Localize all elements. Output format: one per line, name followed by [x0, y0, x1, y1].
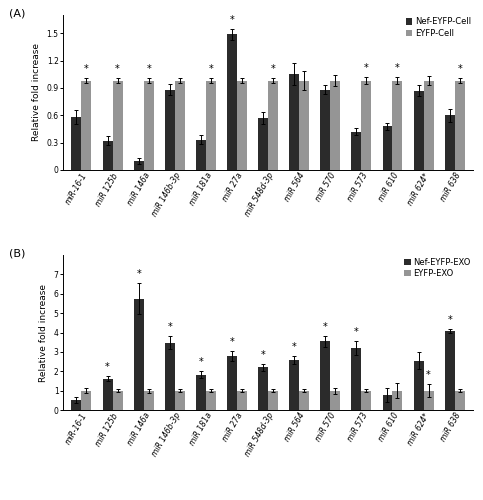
Text: *: *	[270, 64, 275, 74]
Bar	[361, 80, 371, 170]
Bar	[320, 90, 330, 170]
Bar	[445, 330, 455, 410]
Legend: Nef-EYFP-EXO, EYFP-EXO: Nef-EYFP-EXO, EYFP-EXO	[403, 257, 472, 278]
Bar	[330, 390, 340, 410]
Text: *: *	[84, 64, 89, 74]
Text: *: *	[136, 270, 141, 280]
Text: *: *	[115, 64, 120, 74]
Bar	[455, 390, 465, 410]
Bar	[289, 74, 299, 170]
Bar	[71, 117, 82, 170]
Bar	[143, 390, 154, 410]
Bar	[71, 400, 82, 410]
Bar	[361, 390, 371, 410]
Bar	[206, 390, 216, 410]
Bar	[143, 80, 154, 170]
Bar	[413, 90, 424, 170]
Bar	[393, 80, 402, 170]
Text: *: *	[395, 63, 400, 73]
Text: *: *	[323, 322, 327, 332]
Bar	[227, 356, 237, 410]
Text: *: *	[199, 357, 203, 367]
Bar	[445, 115, 455, 170]
Bar	[352, 132, 361, 170]
Bar	[268, 390, 278, 410]
Bar	[206, 80, 216, 170]
Bar	[165, 342, 175, 410]
Bar	[237, 390, 247, 410]
Bar	[134, 161, 143, 170]
Text: *: *	[229, 337, 234, 347]
Bar	[424, 390, 434, 410]
Text: (B): (B)	[10, 249, 26, 259]
Text: *: *	[364, 63, 369, 73]
Bar	[102, 140, 113, 170]
Bar	[330, 80, 340, 170]
Text: *: *	[261, 350, 266, 360]
Bar	[113, 390, 123, 410]
Text: *: *	[209, 64, 213, 74]
Text: (A): (A)	[10, 9, 26, 19]
Bar	[113, 80, 123, 170]
Y-axis label: Relative fold increase: Relative fold increase	[32, 44, 41, 142]
Text: *: *	[292, 342, 297, 352]
Bar	[258, 118, 268, 170]
Bar	[299, 390, 309, 410]
Text: *: *	[354, 328, 359, 338]
Text: *: *	[105, 362, 110, 372]
Text: *: *	[426, 370, 431, 380]
Text: *: *	[146, 64, 151, 74]
Text: *: *	[457, 64, 462, 74]
Bar	[82, 390, 91, 410]
Bar	[82, 80, 91, 170]
Bar	[196, 374, 206, 410]
Text: *: *	[447, 315, 452, 325]
Bar	[175, 80, 185, 170]
Bar	[383, 395, 393, 410]
Bar	[393, 390, 402, 410]
Bar	[383, 126, 393, 170]
Bar	[175, 390, 185, 410]
Bar	[196, 140, 206, 170]
Text: *: *	[168, 322, 172, 332]
Bar	[413, 360, 424, 410]
Bar	[289, 360, 299, 410]
Bar	[320, 342, 330, 410]
Bar	[258, 368, 268, 410]
Bar	[102, 378, 113, 410]
Bar	[134, 298, 143, 410]
Bar	[424, 80, 434, 170]
Bar	[352, 348, 361, 410]
Text: *: *	[229, 15, 234, 25]
Bar	[165, 90, 175, 170]
Legend: Nef-EYFP-Cell, EYFP-Cell: Nef-EYFP-Cell, EYFP-Cell	[405, 16, 472, 38]
Bar	[237, 80, 247, 170]
Bar	[227, 34, 237, 170]
Bar	[268, 80, 278, 170]
Bar	[455, 80, 465, 170]
Bar	[299, 80, 309, 170]
Y-axis label: Relative fold increase: Relative fold increase	[39, 284, 48, 382]
